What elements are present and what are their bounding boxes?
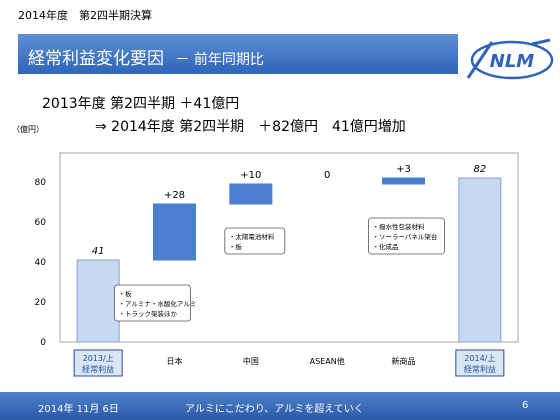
category-label: 2013/上 xyxy=(83,354,114,363)
category-label: 経常利益 xyxy=(82,364,114,374)
category-label: 新商品 xyxy=(392,356,416,366)
annotation-line: ・板 xyxy=(229,242,243,251)
annotation-line: ・板 xyxy=(119,289,133,298)
bar xyxy=(76,259,120,343)
annotation-line: ・化成品 xyxy=(373,242,399,251)
annotation-box xyxy=(114,284,191,322)
y-tick-label: 60 xyxy=(35,218,47,228)
footer-date: 2014年 11月 6日 xyxy=(38,404,119,415)
bar xyxy=(382,177,425,185)
data-label: 82 xyxy=(473,164,486,175)
data-label: +10 xyxy=(240,170,261,181)
logo-text: NLM xyxy=(490,51,535,72)
annotation-line: ・ソーラーパネル架台 xyxy=(373,232,438,241)
annotations: ・板・アルミナ・水酸化アルミ・トラック架装ほか・太陽電池材料・板・撥水性包装材料… xyxy=(114,217,445,322)
annotation-line: ・撥水性包装材料 xyxy=(373,222,426,231)
report-period-label: 2014年度 第2四半期決算 xyxy=(18,9,152,22)
category-label: 日本 xyxy=(167,356,183,366)
y-tick-label: 20 xyxy=(35,298,47,308)
page-number: 6 xyxy=(522,400,529,411)
bars xyxy=(76,177,502,343)
company-logo: NLM xyxy=(466,38,554,80)
title-bar xyxy=(18,34,458,74)
slide-title-suffix: － 前年同期比 xyxy=(175,52,264,68)
annotation-box xyxy=(224,227,286,255)
plot-border xyxy=(59,152,519,343)
category-label: 2014/上 xyxy=(464,354,495,363)
data-label: +3 xyxy=(396,164,411,175)
y-axis-unit: （億円） xyxy=(12,125,44,134)
footer-bar xyxy=(0,392,560,420)
plot-frame xyxy=(59,152,519,343)
y-axis: 0 20 40 60 80 xyxy=(35,178,47,348)
annotation-line: ・アルミナ・水酸化アルミ xyxy=(119,299,197,308)
annotation-line: ・太陽電池材料 xyxy=(229,232,275,241)
category-label: 中国 xyxy=(243,356,259,366)
category-box xyxy=(455,349,505,377)
y-tick-label: 40 xyxy=(35,258,47,268)
category-label: ASEAN他 xyxy=(310,356,345,366)
data-labels: 41 +28 +10 0 +3 82 xyxy=(92,164,486,257)
footer-slogan: アルミにこだわり、アルミを超えていく xyxy=(185,404,364,415)
bar xyxy=(458,177,502,343)
annotation-box xyxy=(368,217,445,255)
category-label: 経常利益 xyxy=(464,364,496,374)
bar xyxy=(153,203,196,261)
summary-current: ⇒ 2014年度 第2四半期 ＋82億円 41億円増加 xyxy=(95,119,406,135)
category-box xyxy=(73,349,123,377)
annotation-line: ・トラック架装ほか xyxy=(119,309,178,318)
slide-title-main: 経常利益変化要因 xyxy=(28,49,164,69)
summary-previous: 2013年度 第2四半期 ＋41億円 xyxy=(42,96,240,112)
bar xyxy=(229,183,273,205)
y-tick-label: 0 xyxy=(40,338,46,348)
slide-title: 経常利益変化要因 － 前年同期比 xyxy=(28,44,264,69)
data-label: +28 xyxy=(164,190,185,201)
data-label: 41 xyxy=(92,246,105,257)
y-tick-label: 80 xyxy=(35,178,47,188)
data-label: 0 xyxy=(324,170,330,181)
